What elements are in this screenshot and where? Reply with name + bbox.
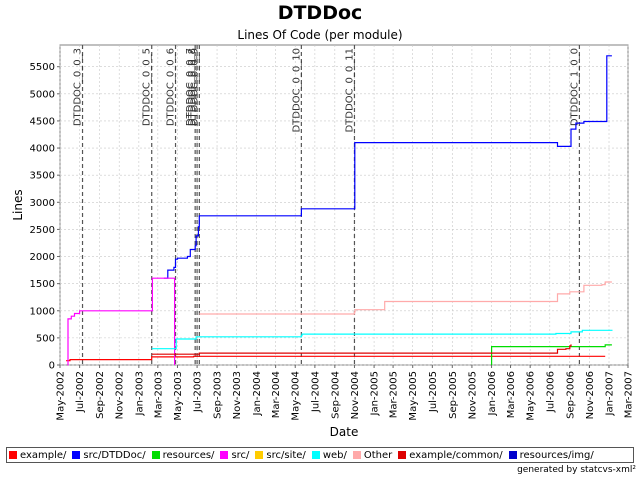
legend-swatch	[9, 451, 17, 459]
y-tick-label: 2500	[30, 225, 55, 236]
x-axis-label: Date	[330, 425, 359, 439]
x-tick-label: May-2003	[173, 371, 184, 421]
x-tick-label: Jan-2003	[134, 371, 145, 416]
x-tick-label: Sep-2002	[95, 371, 106, 419]
version-marker-label: DTDDOC_0_0_11	[344, 48, 355, 133]
legend-swatch	[508, 451, 517, 459]
version-marker-label: DTDDOC_0_0_5	[142, 48, 153, 126]
version-marker-label: DTDDOC_0_0_6	[166, 48, 177, 126]
x-tick-label: Nov-2002	[115, 371, 126, 419]
y-tick-label: 5000	[30, 89, 55, 100]
x-tick-label: May-2004	[291, 371, 302, 421]
x-tick-label: Nov-2005	[467, 371, 478, 419]
legend-label: example/common/	[409, 449, 503, 461]
legend-item: resources/img/	[508, 449, 594, 461]
legend-label: src/site/	[266, 449, 306, 461]
legend-label: web/	[322, 449, 347, 461]
legend-label: example/	[20, 449, 67, 461]
version-marker-label: DTDDOC_0_0_8	[187, 48, 198, 126]
line-chart: 0 500 1000 1500 2000 2500 3000 3500 4000 4500 5000…	[11, 44, 635, 439]
series-line-other	[199, 281, 612, 315]
x-tick-label: Jan-2006	[487, 371, 498, 416]
version-marker-label: DTDDOC_0_0_9	[189, 48, 200, 126]
y-tick-label: 1000	[30, 306, 55, 317]
x-tick-label: May-2005	[408, 371, 419, 421]
y-tick-label: 1500	[30, 279, 55, 290]
y-tick-label: 5500	[30, 62, 55, 73]
x-tick-label: Jan-2005	[370, 371, 381, 416]
version-marker-label: DTDDOC_0_0_3	[73, 48, 84, 126]
y-tick-label: 3500	[30, 171, 55, 182]
legend-swatch	[352, 451, 361, 459]
legend-item: web/	[311, 449, 347, 461]
chart-title: DTDDoc	[277, 2, 363, 24]
x-tick-label: Jan-2007	[605, 371, 616, 416]
x-tick-label: Mar-2004	[271, 371, 282, 418]
y-tick-label: 0	[49, 361, 55, 372]
x-tick-label: Nov-2004	[350, 371, 361, 419]
x-tick-label: Jul-2004	[310, 371, 321, 413]
y-tick-label: 500	[36, 333, 55, 344]
legend-swatch	[255, 451, 264, 459]
series-line-src	[67, 277, 176, 366]
legend-label: src/DTDDoc/	[83, 449, 146, 461]
x-tick-label: Mar-2006	[506, 371, 517, 418]
version-marker-label: DTDDOC_0_0_7	[185, 48, 196, 126]
x-tick-label: Mar-2005	[389, 371, 400, 418]
y-tick-label: 3000	[30, 198, 55, 209]
legend-item: example/common/	[398, 449, 503, 461]
x-tick-label: Jul-2005	[428, 371, 439, 413]
version-marker-label: DTDDOC_1_0_0	[569, 48, 580, 126]
legend-swatch	[398, 451, 407, 459]
x-tick-label: Jul-2002	[75, 371, 86, 413]
x-tick-label: May-2002	[56, 371, 67, 421]
legend-item: example/	[9, 450, 66, 461]
y-axis-label: Lines	[11, 189, 25, 220]
series-line-example	[66, 355, 606, 362]
plot-area	[59, 44, 629, 366]
legend-swatch	[72, 451, 81, 459]
series-line-src-dtddoc	[163, 55, 612, 279]
legend-swatch	[220, 451, 229, 459]
y-tick-label: 2000	[30, 252, 55, 263]
generator-credit: generated by statcvs-xml²	[517, 465, 636, 475]
version-marker-label: DTDDOC_0_0_10	[291, 48, 302, 133]
legend-item: src/DTDDoc/	[72, 449, 146, 461]
legend: example/src/DTDDoc/resources/src/src/sit…	[6, 447, 634, 463]
legend-label: src/	[231, 449, 250, 461]
legend-item: src/	[220, 450, 249, 461]
x-tick-label: Sep-2006	[565, 371, 576, 419]
series-line-web	[151, 329, 613, 350]
x-tick-label: Nov-2003	[232, 371, 243, 419]
legend-item: Other	[352, 449, 393, 461]
x-tick-label: Sep-2004	[330, 371, 341, 419]
legend-swatch	[311, 451, 320, 459]
y-tick-label: 4000	[30, 144, 55, 155]
x-tick-label: Nov-2006	[585, 371, 596, 419]
x-tick-label: Mar-2007	[624, 371, 635, 418]
series-line-example-common	[151, 344, 572, 355]
x-tick-label: Mar-2003	[153, 371, 164, 418]
legend-label: Other	[363, 449, 393, 461]
x-tick-label: Sep-2003	[213, 371, 224, 419]
x-tick-label: Jul-2006	[545, 371, 556, 413]
legend-label: resources/	[162, 449, 215, 461]
legend-item: resources/	[151, 449, 215, 461]
chart-subtitle: Lines Of Code (per module)	[237, 28, 403, 42]
series-line-resources	[491, 344, 612, 365]
legend-item: src/site/	[255, 449, 306, 461]
legend-label: resources/img/	[519, 449, 594, 461]
x-tick-label: May-2006	[526, 371, 537, 421]
y-tick-label: 4500	[30, 116, 55, 127]
x-tick-label: Sep-2005	[448, 371, 459, 419]
x-tick-label: Jul-2003	[193, 371, 204, 413]
x-tick-label: Jan-2004	[252, 371, 263, 416]
legend-swatch	[151, 451, 160, 459]
